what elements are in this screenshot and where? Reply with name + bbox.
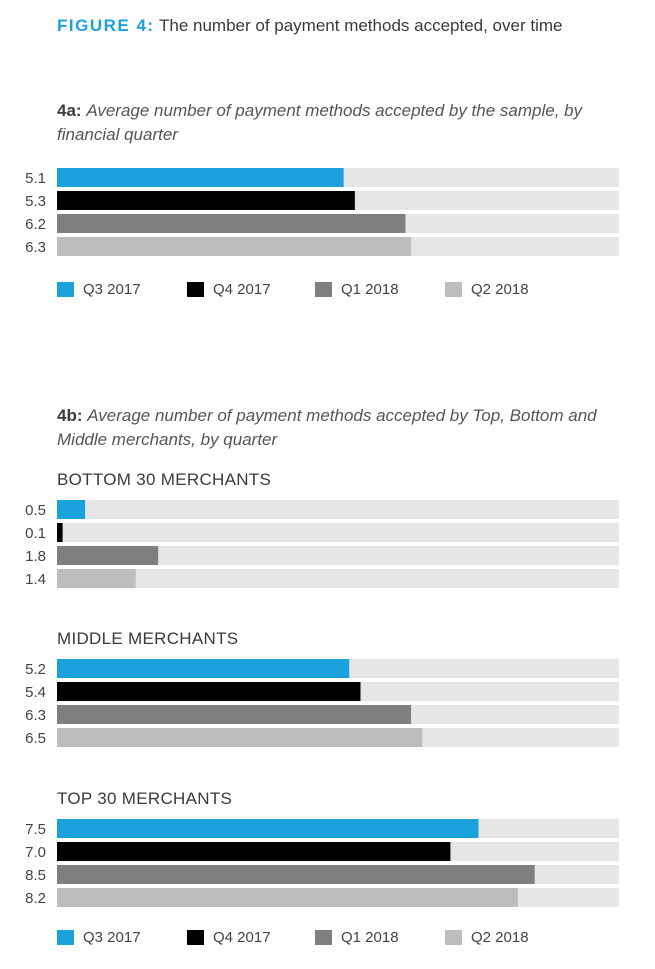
- figure-label: FIGURE 4:: [57, 16, 155, 35]
- chart-4b-tag: 4b:: [57, 406, 83, 425]
- legend-swatch-q1-2018: [315, 282, 332, 297]
- bar-q1-2018: [57, 865, 535, 884]
- legend-item-q3-2017: Q3 2017: [57, 281, 141, 298]
- legend-swatch-q2-2018: [445, 930, 462, 945]
- legend-item-q2-2018: Q2 2018: [445, 281, 529, 298]
- bar-q1-2018: [57, 214, 406, 233]
- chart-4b-subtitle: 4b: Average number of payment methods ac…: [57, 404, 617, 452]
- legend-label-q2-2018: Q2 2018: [471, 281, 529, 298]
- bar-q4-2017: [57, 191, 355, 210]
- middle-merchants-title: MIDDLE MERCHANTS: [57, 629, 239, 648]
- value-label-q2-2018: 1.4: [25, 571, 46, 588]
- value-label-q4-2017: 0.1: [25, 525, 46, 542]
- legend-label-q1-2018: Q1 2018: [341, 929, 399, 946]
- bar-q2-2018: [57, 237, 412, 256]
- bar-track: [57, 500, 619, 519]
- legend-item-q2-2018: Q2 2018: [445, 929, 529, 946]
- bar-q1-2018: [57, 705, 412, 724]
- bar-q4-2017: [57, 682, 361, 701]
- value-label-q2-2018: 6.5: [25, 730, 46, 747]
- chart-top-merchants: 7.5 7.0 8.5 8.2: [25, 819, 619, 907]
- legend-swatch-q1-2018: [315, 930, 332, 945]
- bar-q3-2017: [57, 168, 344, 187]
- value-label-q1-2018: 1.8: [25, 548, 46, 565]
- value-label-q3-2017: 5.1: [25, 170, 46, 187]
- value-label-q4-2017: 5.4: [25, 684, 46, 701]
- legend-item-q1-2018: Q1 2018: [315, 929, 399, 946]
- legend-swatch-q4-2017: [187, 930, 204, 945]
- bar-track: [57, 523, 619, 542]
- legend-label-q3-2017: Q3 2017: [83, 929, 141, 946]
- bottom-merchants-title: BOTTOM 30 MERCHANTS: [57, 470, 272, 489]
- legend-swatch-q4-2017: [187, 282, 204, 297]
- legend-swatch-q3-2017: [57, 930, 74, 945]
- chart-4a-legend: Q3 2017 Q4 2017 Q1 2018 Q2 2018: [57, 281, 617, 301]
- figure-title: FIGURE 4: The number of payment methods …: [57, 16, 562, 36]
- chart-4a-title: Average number of payment methods accept…: [57, 101, 583, 144]
- value-label-q1-2018: 6.2: [25, 216, 46, 233]
- legend-swatch-q2-2018: [445, 282, 462, 297]
- legend-label-q4-2017: Q4 2017: [213, 281, 271, 298]
- value-label-q1-2018: 6.3: [25, 707, 46, 724]
- legend-item-q1-2018: Q1 2018: [315, 281, 399, 298]
- bar-q2-2018: [57, 569, 136, 588]
- chart-4b-legend: Q3 2017 Q4 2017 Q1 2018 Q2 2018: [57, 929, 617, 949]
- figure-title-text: The number of payment methods accepted, …: [158, 16, 563, 35]
- value-label-q1-2018: 8.5: [25, 867, 46, 884]
- legend-label-q1-2018: Q1 2018: [341, 281, 399, 298]
- value-label-q3-2017: 5.2: [25, 661, 46, 678]
- value-label-q4-2017: 5.3: [25, 193, 46, 210]
- bar-q4-2017: [57, 842, 451, 861]
- bar-q3-2017: [57, 659, 350, 678]
- bar-q3-2017: [57, 819, 479, 838]
- legend-label-q3-2017: Q3 2017: [83, 281, 141, 298]
- value-label-q3-2017: 7.5: [25, 821, 46, 838]
- top-merchants-title: TOP 30 MERCHANTS: [57, 789, 233, 808]
- chart-4a-subtitle: 4a: Average number of payment methods ac…: [57, 99, 617, 147]
- chart-4a-tag: 4a:: [57, 101, 82, 120]
- legend-label-q4-2017: Q4 2017: [213, 929, 271, 946]
- chart-4b-title: Average number of payment methods accept…: [57, 406, 597, 449]
- bar-q2-2018: [57, 728, 423, 747]
- legend-swatch-q3-2017: [57, 282, 74, 297]
- chart-middle-merchants: 5.2 5.4 6.3 6.5: [25, 659, 619, 747]
- legend-label-q2-2018: Q2 2018: [471, 929, 529, 946]
- value-label-q3-2017: 0.5: [25, 502, 46, 519]
- value-label-q2-2018: 8.2: [25, 890, 46, 907]
- chart-4a: 5.1 5.3 6.2 6.3: [25, 168, 619, 256]
- value-label-q2-2018: 6.3: [25, 239, 46, 256]
- legend-item-q4-2017: Q4 2017: [187, 929, 271, 946]
- bar-q1-2018: [57, 546, 159, 565]
- bar-track: [57, 569, 619, 588]
- bar-track: [57, 546, 619, 565]
- chart-bottom-merchants: 0.5 0.1 1.8 1.4: [25, 500, 619, 588]
- legend-item-q4-2017: Q4 2017: [187, 281, 271, 298]
- legend-item-q3-2017: Q3 2017: [57, 929, 141, 946]
- bar-q3-2017: [57, 500, 86, 519]
- value-label-q4-2017: 7.0: [25, 844, 46, 861]
- bar-q4-2017: [57, 523, 63, 542]
- bar-q2-2018: [57, 888, 518, 907]
